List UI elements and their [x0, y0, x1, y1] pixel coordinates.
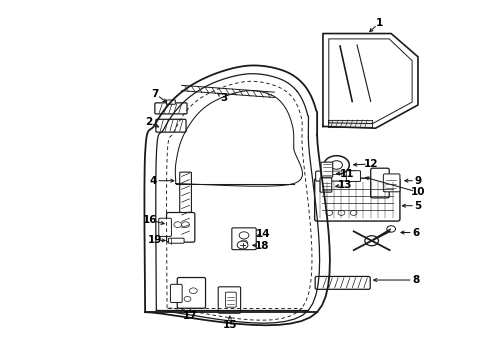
Circle shape [174, 222, 182, 228]
Circle shape [350, 210, 357, 215]
Text: 10: 10 [411, 187, 425, 197]
Text: 2: 2 [145, 117, 152, 127]
FancyBboxPatch shape [156, 119, 186, 132]
FancyBboxPatch shape [169, 238, 184, 243]
Circle shape [241, 240, 247, 245]
Text: 18: 18 [255, 241, 270, 251]
FancyBboxPatch shape [320, 178, 332, 192]
Text: 5: 5 [415, 201, 421, 211]
FancyBboxPatch shape [331, 171, 342, 175]
Text: 3: 3 [220, 93, 227, 103]
Text: 16: 16 [143, 215, 157, 225]
Circle shape [324, 156, 349, 174]
FancyBboxPatch shape [371, 168, 389, 198]
FancyBboxPatch shape [167, 212, 195, 242]
Text: 19: 19 [147, 235, 162, 245]
FancyBboxPatch shape [232, 228, 256, 249]
Text: 6: 6 [412, 228, 419, 238]
FancyBboxPatch shape [383, 174, 400, 192]
Circle shape [184, 296, 191, 301]
Text: 17: 17 [183, 311, 198, 321]
FancyBboxPatch shape [177, 278, 205, 308]
FancyBboxPatch shape [218, 287, 241, 313]
Text: 13: 13 [338, 180, 352, 190]
FancyBboxPatch shape [171, 284, 182, 302]
Text: 8: 8 [412, 275, 419, 285]
Circle shape [365, 236, 378, 246]
FancyBboxPatch shape [159, 218, 171, 237]
Circle shape [331, 161, 343, 169]
FancyBboxPatch shape [167, 100, 175, 104]
Circle shape [237, 241, 248, 249]
Text: 9: 9 [415, 176, 421, 186]
Text: 14: 14 [256, 229, 271, 239]
Circle shape [190, 288, 197, 294]
Text: 11: 11 [340, 168, 355, 179]
Circle shape [338, 210, 345, 215]
Circle shape [239, 232, 249, 239]
Circle shape [387, 226, 395, 232]
FancyBboxPatch shape [180, 172, 192, 238]
Text: 1: 1 [376, 18, 383, 28]
FancyBboxPatch shape [321, 162, 333, 177]
Text: 15: 15 [223, 320, 238, 330]
FancyBboxPatch shape [315, 276, 370, 289]
FancyBboxPatch shape [155, 103, 187, 114]
FancyBboxPatch shape [346, 171, 361, 181]
FancyBboxPatch shape [316, 171, 358, 181]
Text: 7: 7 [151, 89, 159, 99]
Circle shape [326, 210, 333, 215]
Circle shape [182, 222, 190, 228]
FancyBboxPatch shape [315, 178, 400, 221]
Text: 4: 4 [150, 176, 157, 186]
Text: 12: 12 [364, 159, 378, 169]
FancyBboxPatch shape [225, 292, 236, 307]
